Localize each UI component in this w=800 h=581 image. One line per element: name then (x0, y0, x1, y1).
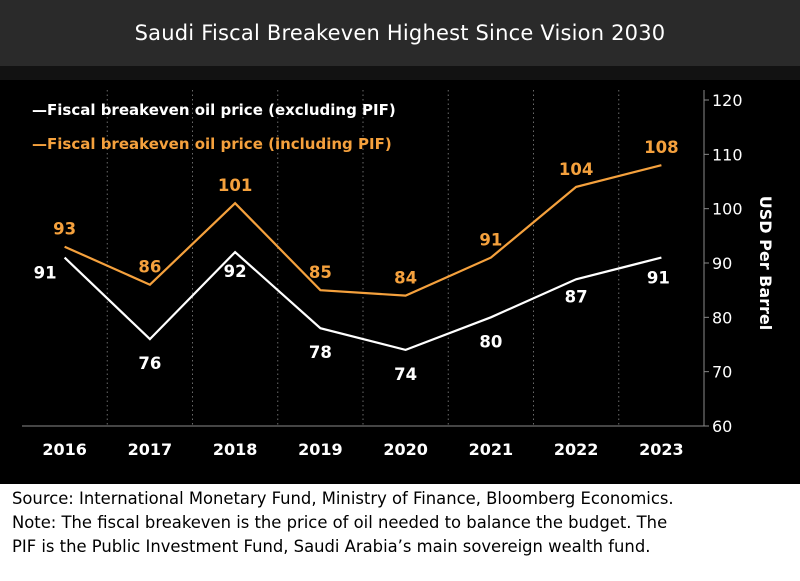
legend-item-excluding-pif: —Fiscal breakeven oil price (excluding P… (32, 101, 396, 119)
chart-footer: Source: International Monetary Fund, Min… (0, 484, 800, 581)
y-tick-label: 80 (712, 308, 732, 327)
footnote-line-1: Note: The fiscal breakeven is the price … (12, 513, 668, 532)
x-tick-label: 2020 (383, 440, 428, 459)
data-label-including-pif: 108 (644, 138, 678, 157)
data-label-excluding-pif: 91 (34, 264, 57, 283)
footnote-line-2: PIF is the Public Investment Fund, Saudi… (12, 537, 651, 556)
data-label-including-pif: 104 (559, 160, 593, 179)
data-label-excluding-pif: 87 (565, 287, 588, 306)
chart-area: 93 86 101 85 84 91 104 108 91 76 92 78 74 80 87 91 —Fis… (0, 80, 800, 484)
y-tick-label: 70 (712, 363, 732, 382)
y-tick-label: 120 (712, 91, 743, 110)
data-label-excluding-pif: 76 (138, 354, 161, 373)
data-label-excluding-pif: 78 (309, 343, 332, 362)
x-tick-label: 2021 (469, 440, 514, 459)
series-line-including-pif (64, 164, 662, 297)
data-label-including-pif: 101 (218, 176, 252, 195)
data-label-including-pif: 85 (309, 263, 332, 282)
line-chart: 93 86 101 85 84 91 104 108 91 76 92 78 74 80 87 91 —Fis… (22, 90, 775, 459)
x-tick-label: 2016 (42, 440, 87, 459)
x-tick-label: 2018 (213, 440, 258, 459)
chart-header: Saudi Fiscal Breakeven Highest Since Vis… (0, 0, 800, 66)
data-label-including-pif: 86 (138, 258, 161, 277)
header-divider (0, 66, 800, 80)
source-note: Source: International Monetary Fund, Min… (12, 489, 674, 508)
legend-item-including-pif: —Fiscal breakeven oil price (including P… (32, 135, 392, 153)
data-label-including-pif: 93 (53, 220, 76, 239)
data-label-excluding-pif: 91 (647, 269, 670, 288)
x-tick-label: 2017 (128, 440, 173, 459)
x-tick-label: 2022 (554, 440, 599, 459)
y-tick-label: 90 (712, 254, 732, 273)
y-axis-label: USD Per Barrel (756, 196, 775, 331)
x-tick-label: 2019 (298, 440, 343, 459)
data-label-excluding-pif: 74 (394, 365, 417, 384)
series-line-excluding-pif (63, 250, 662, 352)
data-label-including-pif: 84 (394, 269, 417, 288)
y-tick-label: 60 (712, 417, 732, 436)
data-label-excluding-pif: 80 (479, 332, 502, 351)
data-label-excluding-pif: 92 (224, 262, 247, 281)
x-tick-label: 2023 (639, 440, 684, 459)
chart-title: Saudi Fiscal Breakeven Highest Since Vis… (134, 21, 666, 45)
data-label-including-pif: 91 (479, 231, 502, 250)
y-tick-label: 100 (712, 200, 743, 219)
y-tick-label: 110 (712, 145, 743, 164)
